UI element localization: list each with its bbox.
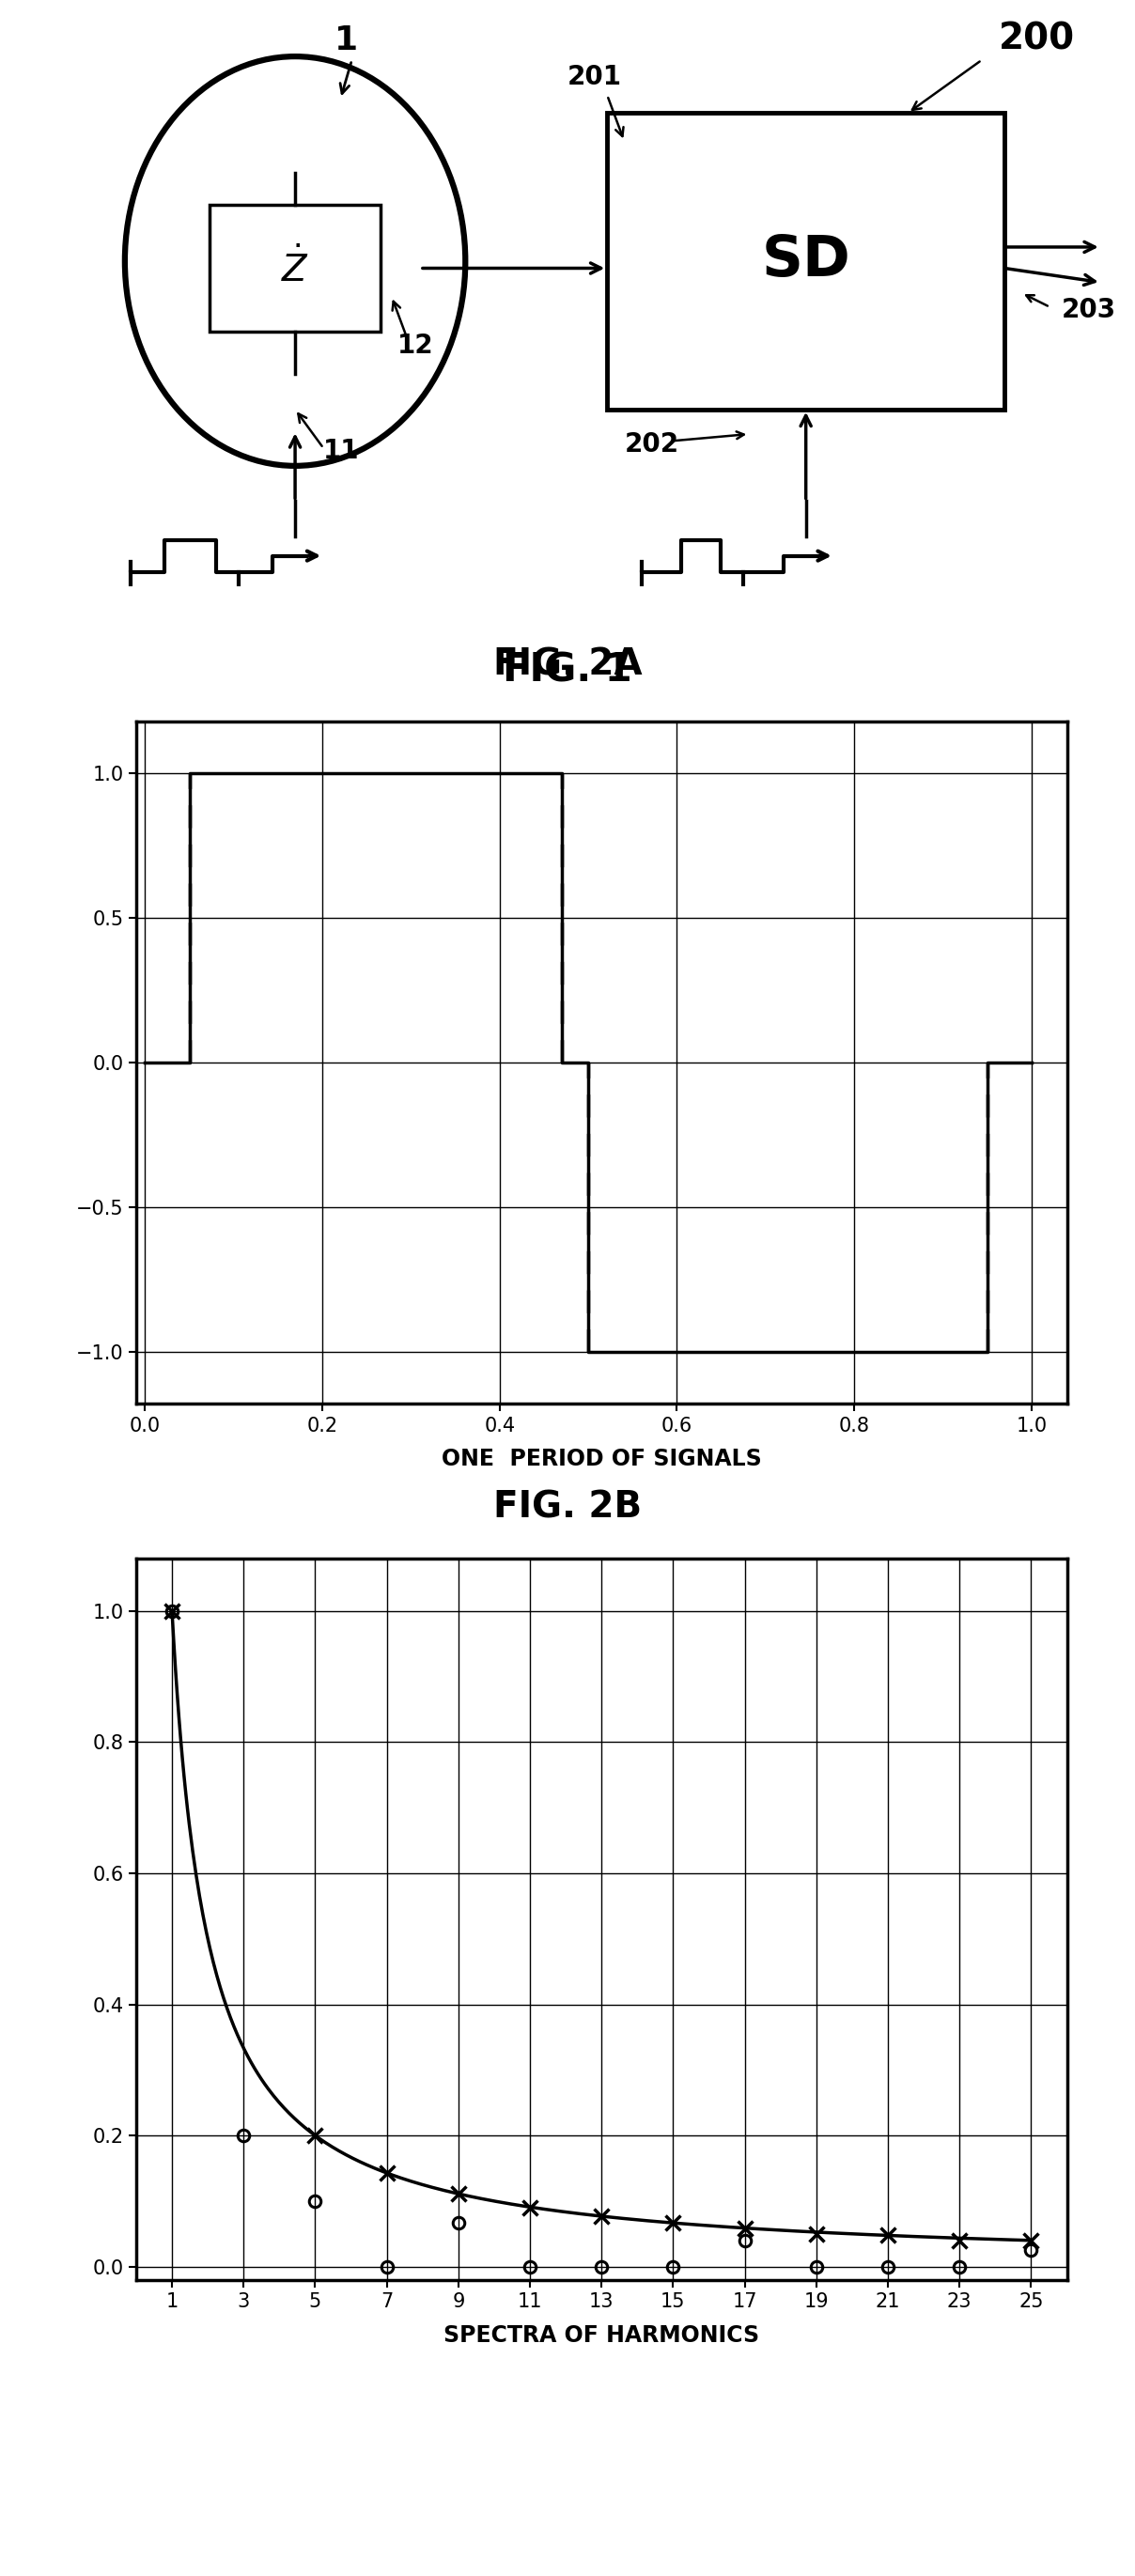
Text: FIG. 2B: FIG. 2B [494,1489,641,1525]
Text: $\dot{Z}$: $\dot{Z}$ [281,247,309,289]
Text: 12: 12 [397,332,434,358]
Text: 201: 201 [568,64,622,90]
X-axis label: ONE  PERIOD OF SIGNALS: ONE PERIOD OF SIGNALS [442,1448,762,1471]
Bar [210,204,380,332]
X-axis label: SPECTRA OF HARMONICS: SPECTRA OF HARMONICS [444,2324,759,2347]
Bar [607,113,1004,410]
Text: SD: SD [762,234,850,289]
Text: 200: 200 [999,21,1075,57]
Text: 202: 202 [624,430,679,459]
Text: 11: 11 [323,438,360,464]
Text: 1: 1 [335,23,358,57]
Text: FIG. 1: FIG. 1 [503,652,632,690]
Text: FIG. 2A: FIG. 2A [493,647,642,683]
Text: 203: 203 [1061,296,1116,322]
